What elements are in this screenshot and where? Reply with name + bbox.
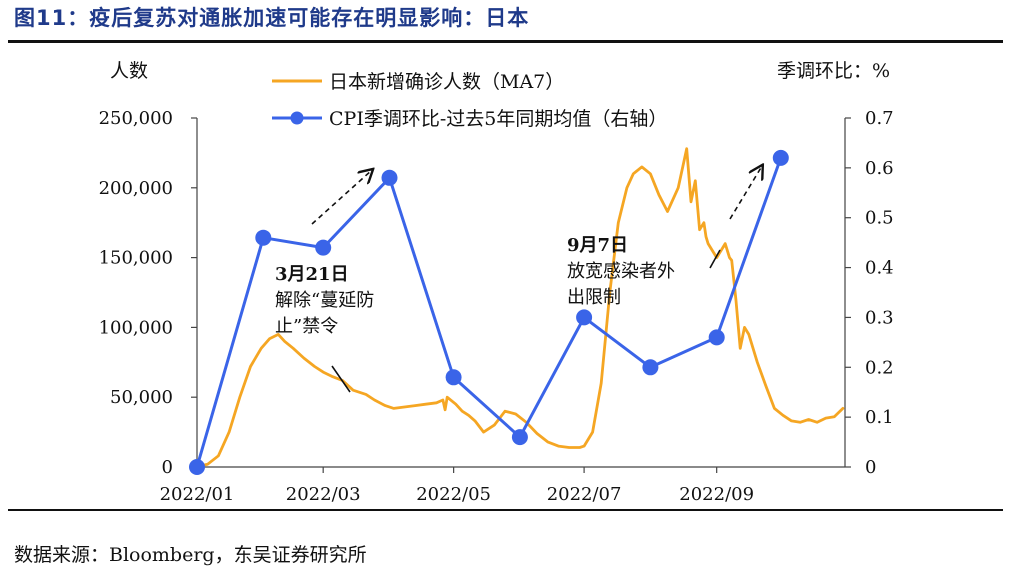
x-tick-label: 2022/07 bbox=[547, 484, 622, 505]
legend: 日本新增确诊人数（MA7） CPI季调环比-过去5年同期均值（右轴） bbox=[272, 71, 667, 130]
left-tick-label: 50,000 bbox=[110, 387, 173, 408]
cpi-point bbox=[708, 329, 725, 346]
cpi-point bbox=[576, 309, 593, 326]
x-tick-label: 2022/01 bbox=[160, 484, 235, 505]
source-note: 数据来源：Bloomberg，东吴证券研究所 bbox=[14, 544, 367, 566]
left-tick-label: 250,000 bbox=[99, 108, 173, 129]
right-tick-label: 0.4 bbox=[865, 258, 894, 279]
annotation-mar21-title: 3月21日 bbox=[275, 264, 349, 285]
cpi-point bbox=[255, 229, 272, 246]
annotation-sep7-title: 9月7日 bbox=[567, 235, 628, 256]
covid-line bbox=[195, 147, 845, 468]
annotation-sep7-pointer bbox=[709, 249, 721, 269]
right-tick-label: 0.2 bbox=[865, 357, 894, 378]
annotation-sep7-line1: 放宽感染者外 bbox=[567, 261, 675, 282]
series-cpi bbox=[189, 149, 789, 475]
annotation-mar21: 3月21日 解除“蔓延防 止”禁令 bbox=[275, 264, 374, 393]
trend-arrow-2 bbox=[729, 166, 762, 220]
legend-label-cpi: CPI季调环比-过去5年同期均值（右轴） bbox=[329, 108, 667, 130]
legend-label-covid: 日本新增确诊人数（MA7） bbox=[329, 71, 564, 93]
x-tick-label: 2022/09 bbox=[679, 484, 754, 505]
cpi-point bbox=[445, 369, 462, 386]
left-tick-label: 0 bbox=[162, 457, 173, 478]
bottom-rule bbox=[8, 509, 1003, 511]
cpi-point bbox=[189, 459, 205, 475]
series-covid bbox=[195, 147, 845, 468]
figure-title: 图11：疫后复苏对通胀加速可能存在明显影响：日本 bbox=[14, 6, 530, 30]
cpi-point bbox=[315, 239, 332, 256]
cpi-point bbox=[642, 359, 659, 376]
legend-marker-cpi bbox=[290, 111, 304, 125]
left-tick-label: 200,000 bbox=[99, 178, 173, 199]
right-tick-label: 0.5 bbox=[865, 208, 894, 229]
axes: 0 50,000 100,000 150,000 200,000 250,000 0 0.1 0… bbox=[99, 108, 894, 505]
trend-arrow-1 bbox=[311, 170, 372, 225]
annotation-mar21-line2: 止”禁令 bbox=[275, 316, 338, 337]
right-tick-label: 0 bbox=[865, 457, 876, 478]
x-tick-label: 2022/03 bbox=[286, 484, 361, 505]
annotation-mar21-pointer bbox=[331, 365, 351, 393]
cpi-point bbox=[772, 149, 789, 166]
right-tick-label: 0.7 bbox=[865, 108, 894, 129]
left-tick-label: 150,000 bbox=[99, 248, 173, 269]
annotation-mar21-line1: 解除“蔓延防 bbox=[275, 290, 374, 311]
right-tick-label: 0.1 bbox=[865, 407, 894, 428]
left-tick-label: 100,000 bbox=[99, 317, 173, 338]
cpi-line bbox=[195, 157, 783, 468]
left-axis-label: 人数 bbox=[110, 60, 148, 82]
x-tick-label: 2022/05 bbox=[416, 484, 491, 505]
cpi-point bbox=[511, 429, 528, 446]
chart: 人数 季调环比：% 日本新增确诊人数（MA7） CPI季调环比-过去5年同期均值… bbox=[99, 60, 894, 505]
right-axis-label: 季调环比：% bbox=[777, 60, 890, 82]
annotation-sep7-line2: 出限制 bbox=[567, 287, 621, 308]
top-rule bbox=[8, 40, 1003, 43]
annotation-sep7: 9月7日 放宽感染者外 出限制 bbox=[567, 235, 721, 308]
right-tick-label: 0.3 bbox=[865, 307, 894, 328]
cpi-point bbox=[381, 169, 398, 186]
right-tick-label: 0.6 bbox=[865, 158, 894, 179]
